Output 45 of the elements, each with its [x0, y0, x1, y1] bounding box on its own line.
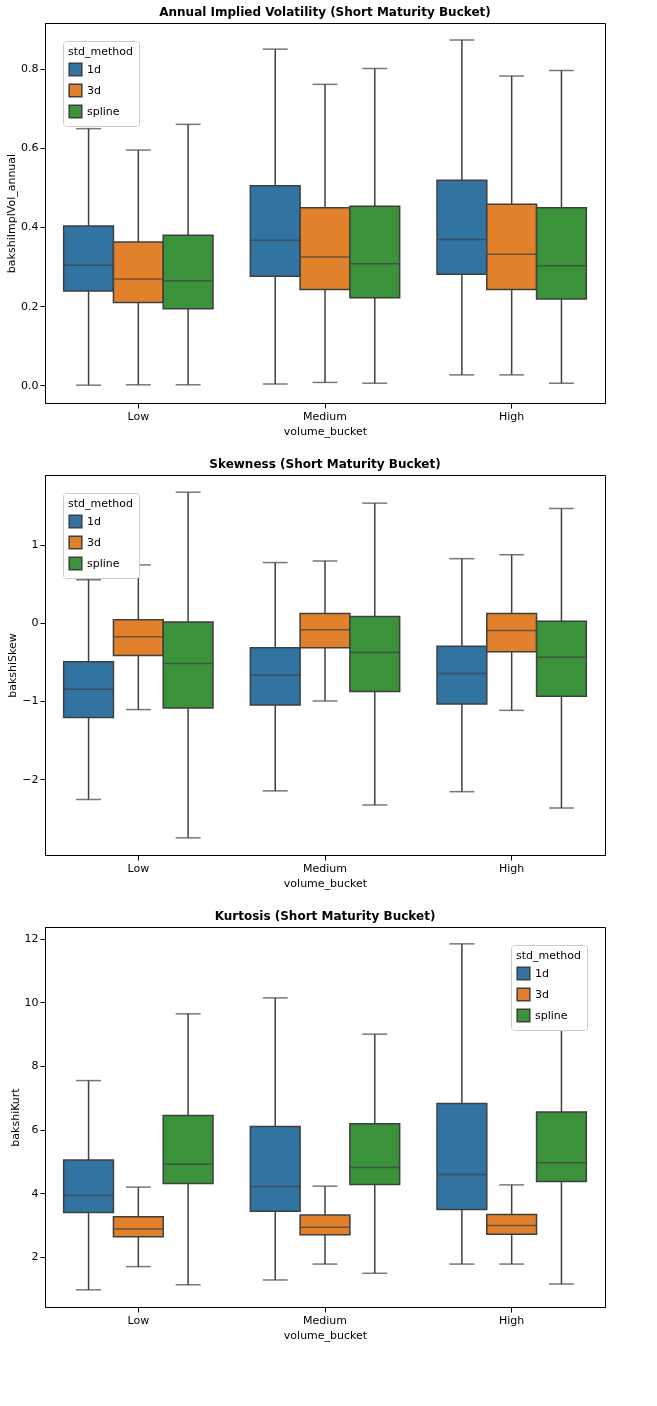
x-tick-label: High	[499, 1313, 525, 1327]
legend-label: 1d	[87, 514, 101, 528]
y-tick-label: −2	[22, 772, 39, 786]
legend-label: 3d	[535, 987, 549, 1001]
chart-title: Annual Implied Volatility (Short Maturity Bucket)	[159, 5, 491, 19]
legend-label: 3d	[87, 83, 101, 97]
x-tick-label: Low	[127, 861, 150, 875]
x-tick-label: Medium	[303, 861, 347, 875]
y-axis-title: bakshiSkew	[6, 633, 20, 698]
legend-label: 1d	[87, 62, 101, 76]
legend-label: spline	[87, 104, 120, 118]
y-tick-label: 1	[31, 538, 39, 552]
y-tick-label: 10	[24, 995, 39, 1009]
x-tick-label: High	[499, 861, 525, 875]
legend-label: 3d	[87, 535, 101, 549]
legend-title: std_method	[68, 497, 134, 510]
legend-title: std_method	[68, 45, 134, 58]
legend-title: std_method	[516, 949, 582, 962]
y-tick-label: 0.6	[21, 141, 39, 155]
y-tick-label: 4	[31, 1186, 39, 1200]
x-tick-label: Low	[127, 1313, 150, 1327]
legend-label: 1d	[535, 966, 549, 980]
x-axis-title: volume_bucket	[283, 1328, 368, 1342]
x-axis-title: volume_bucket	[283, 424, 368, 438]
y-axis-title: bakshiImplVol_annual	[5, 153, 19, 274]
y-tick-label: 0.4	[21, 220, 39, 234]
y-axis-title: bakshiKurt	[8, 1087, 22, 1147]
chart-title: Kurtosis (Short Maturity Bucket)	[214, 909, 436, 923]
legend-label: spline	[87, 556, 120, 570]
chart-title: Skewness (Short Maturity Bucket)	[209, 457, 441, 471]
y-tick-label: 0.8	[21, 62, 39, 76]
x-tick-label: High	[499, 409, 525, 423]
y-tick-label: −1	[22, 694, 39, 708]
y-tick-label: 12	[24, 932, 39, 946]
y-tick-label: 6	[31, 1123, 39, 1137]
x-tick-label: Medium	[303, 1313, 347, 1327]
y-tick-label: 0.2	[21, 299, 39, 313]
y-tick-label: 2	[31, 1250, 39, 1264]
y-tick-label: 8	[31, 1059, 39, 1073]
legend-label: spline	[535, 1008, 568, 1022]
x-tick-label: Low	[127, 409, 150, 423]
x-axis-title: volume_bucket	[283, 876, 368, 890]
y-tick-label: 0.0	[21, 378, 39, 392]
y-tick-label: 0	[31, 616, 39, 630]
x-tick-label: Medium	[303, 409, 347, 423]
